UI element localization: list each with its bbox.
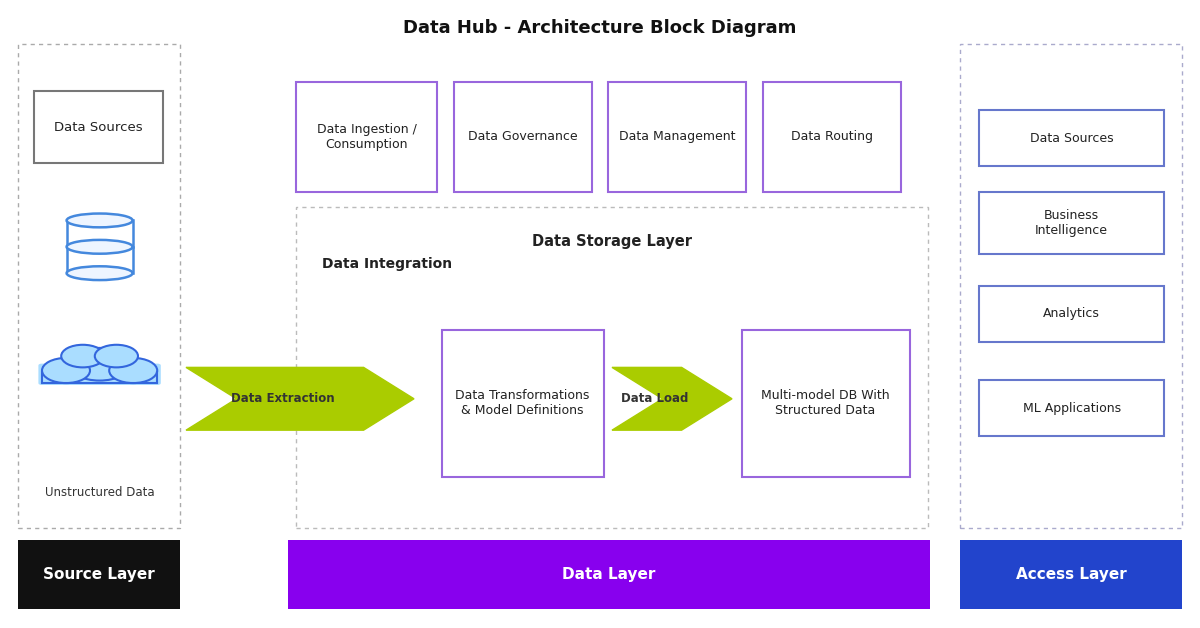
Polygon shape xyxy=(186,367,414,430)
FancyBboxPatch shape xyxy=(742,330,910,477)
Ellipse shape xyxy=(67,240,133,254)
Text: ML Applications: ML Applications xyxy=(1022,402,1121,414)
Text: Data Routing: Data Routing xyxy=(791,130,874,143)
FancyBboxPatch shape xyxy=(18,44,180,528)
Text: Data Governance: Data Governance xyxy=(468,130,577,143)
Text: Data Layer: Data Layer xyxy=(563,567,655,582)
Text: Data Ingestion /
Consumption: Data Ingestion / Consumption xyxy=(317,122,416,151)
Text: Source Layer: Source Layer xyxy=(43,567,155,582)
Text: Analytics: Analytics xyxy=(1043,308,1100,320)
FancyBboxPatch shape xyxy=(442,330,604,477)
Text: Data Storage Layer: Data Storage Layer xyxy=(532,234,692,249)
FancyBboxPatch shape xyxy=(979,286,1164,342)
Text: Data Management: Data Management xyxy=(619,130,736,143)
FancyBboxPatch shape xyxy=(979,192,1164,254)
FancyBboxPatch shape xyxy=(454,82,592,192)
Circle shape xyxy=(68,348,131,381)
FancyBboxPatch shape xyxy=(608,82,746,192)
FancyBboxPatch shape xyxy=(296,207,928,528)
Circle shape xyxy=(61,345,104,367)
FancyBboxPatch shape xyxy=(979,380,1164,436)
Text: Data Integration: Data Integration xyxy=(322,257,451,271)
Circle shape xyxy=(42,358,90,383)
Text: Unstructured Data: Unstructured Data xyxy=(44,487,155,499)
Text: Data Transformations
& Model Definitions: Data Transformations & Model Definitions xyxy=(456,389,589,418)
Text: Access Layer: Access Layer xyxy=(1015,567,1127,582)
FancyBboxPatch shape xyxy=(960,540,1182,609)
Text: Multi-model DB With
Structured Data: Multi-model DB With Structured Data xyxy=(761,389,890,418)
Text: Data Extraction: Data Extraction xyxy=(230,392,334,405)
FancyBboxPatch shape xyxy=(18,540,180,609)
FancyBboxPatch shape xyxy=(763,82,901,192)
Circle shape xyxy=(95,345,138,367)
Text: Data Hub - Architecture Block Diagram: Data Hub - Architecture Block Diagram xyxy=(403,19,797,37)
FancyBboxPatch shape xyxy=(288,540,930,609)
Ellipse shape xyxy=(67,266,133,280)
FancyBboxPatch shape xyxy=(38,364,161,385)
FancyBboxPatch shape xyxy=(979,110,1164,166)
FancyBboxPatch shape xyxy=(34,91,163,163)
Text: Data Sources: Data Sources xyxy=(54,121,143,134)
Text: Business
Intelligence: Business Intelligence xyxy=(1036,209,1108,237)
Circle shape xyxy=(109,358,157,383)
Polygon shape xyxy=(612,367,732,430)
FancyBboxPatch shape xyxy=(960,44,1182,528)
Ellipse shape xyxy=(67,214,133,227)
FancyBboxPatch shape xyxy=(296,82,437,192)
Text: Data Sources: Data Sources xyxy=(1030,132,1114,144)
Text: Data Load: Data Load xyxy=(620,392,688,405)
